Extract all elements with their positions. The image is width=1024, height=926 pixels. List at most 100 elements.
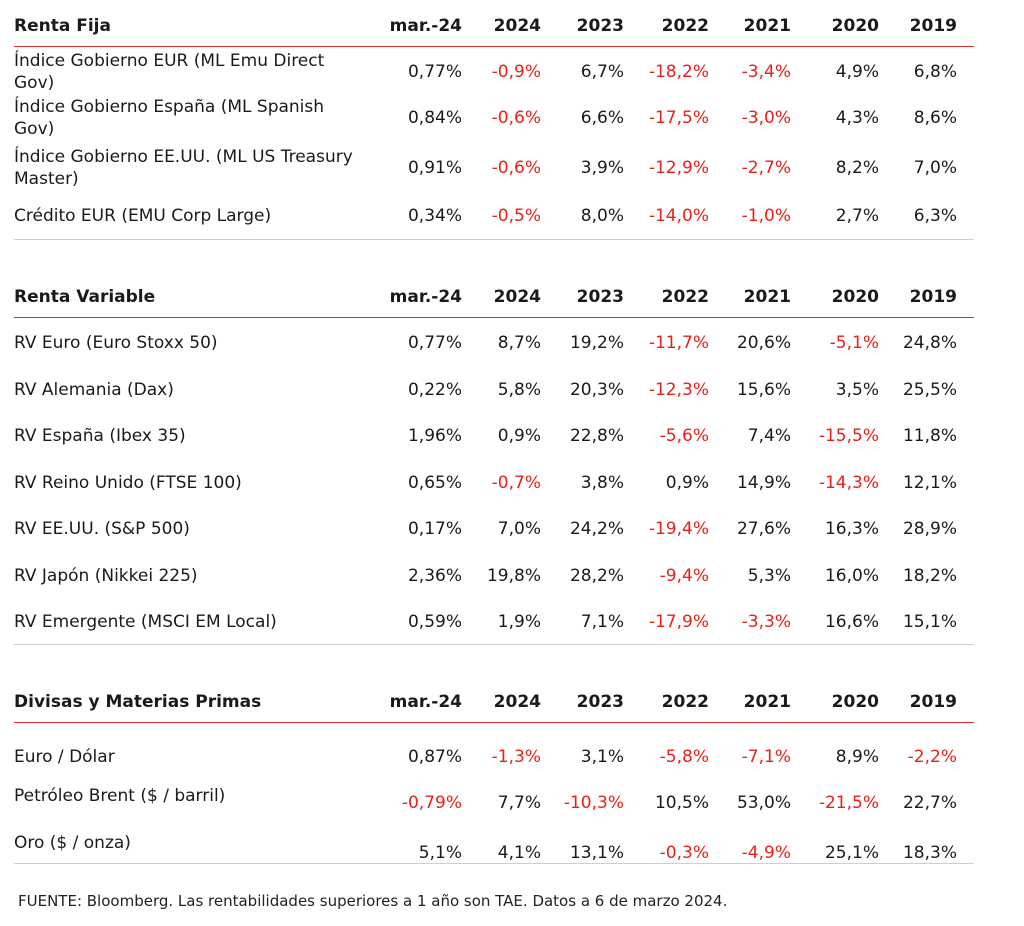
column-header: 2022 xyxy=(661,692,709,712)
return-value: 0,34% xyxy=(407,206,462,226)
row-label: RV EE.UU. (S&P 500) xyxy=(14,519,190,539)
return-value: 3,8% xyxy=(580,473,624,493)
return-value: -0,79% xyxy=(401,793,462,813)
return-value: -2,2% xyxy=(907,747,957,767)
table-row: RV Euro (Euro Stoxx 50) 0,77% 8,7% 19,2% -11… xyxy=(14,323,974,363)
column-header: mar.-24 xyxy=(389,287,462,307)
return-value: 15,1% xyxy=(902,612,957,632)
column-header: mar.-24 xyxy=(389,692,462,712)
return-value: 7,4% xyxy=(747,426,791,446)
return-value: 22,7% xyxy=(902,793,957,813)
return-value: -17,9% xyxy=(648,612,709,632)
return-value: 0,77% xyxy=(407,62,462,82)
return-value: 4,1% xyxy=(497,843,541,863)
table-row: RV Reino Unido (FTSE 100) 0,65% -0,7% 3,8% 0… xyxy=(14,463,974,503)
return-value: -1,3% xyxy=(491,747,541,767)
return-value: 8,9% xyxy=(835,747,879,767)
return-value: 6,6% xyxy=(580,108,624,128)
row-label: RV Euro (Euro Stoxx 50) xyxy=(14,333,218,353)
row-label: Euro / Dólar xyxy=(14,747,115,767)
section-title: Renta Variable xyxy=(14,287,156,307)
return-value: 16,0% xyxy=(824,566,879,586)
column-header: 2023 xyxy=(576,692,624,712)
return-value: 27,6% xyxy=(736,519,791,539)
return-value: 24,2% xyxy=(569,519,624,539)
return-value: -14,3% xyxy=(818,473,879,493)
return-value: -3,4% xyxy=(741,62,791,82)
section-bottom-rule xyxy=(14,239,974,240)
return-value: -3,0% xyxy=(741,108,791,128)
return-value: 16,6% xyxy=(824,612,879,632)
column-header: 2021 xyxy=(743,692,791,712)
return-value: 10,5% xyxy=(654,793,709,813)
return-value: 28,9% xyxy=(902,519,957,539)
column-header: 2020 xyxy=(831,287,879,307)
return-value: 0,65% xyxy=(407,473,462,493)
return-value: 8,0% xyxy=(580,206,624,226)
column-header: 2019 xyxy=(909,16,957,36)
row-label: RV Japón (Nikkei 225) xyxy=(14,566,198,586)
return-value: 8,6% xyxy=(913,108,957,128)
source-footnote: FUENTE: Bloomberg. Las rentabilidades su… xyxy=(18,892,728,910)
return-value: -14,0% xyxy=(648,206,709,226)
return-value: 3,5% xyxy=(835,380,879,400)
return-value: 0,9% xyxy=(665,473,709,493)
return-value: 2,7% xyxy=(835,206,879,226)
return-value: 18,2% xyxy=(902,566,957,586)
return-value: 20,6% xyxy=(736,333,791,353)
row-label: RV Emergente (MSCI EM Local) xyxy=(14,612,277,632)
row-label: Petróleo Brent ($ / barril) xyxy=(14,786,226,806)
return-value: -5,1% xyxy=(829,333,879,353)
return-value: 4,9% xyxy=(835,62,879,82)
column-header: 2020 xyxy=(831,16,879,36)
return-value: -19,4% xyxy=(648,519,709,539)
return-value: 13,1% xyxy=(569,843,624,863)
return-value: -0,6% xyxy=(491,158,541,178)
return-value: -21,5% xyxy=(818,793,879,813)
return-value: 6,7% xyxy=(580,62,624,82)
return-value: -17,5% xyxy=(648,108,709,128)
column-header: 2019 xyxy=(909,287,957,307)
return-value: 12,1% xyxy=(902,473,957,493)
section-bottom-rule xyxy=(14,644,974,645)
column-header: 2024 xyxy=(493,692,541,712)
return-value: 4,3% xyxy=(835,108,879,128)
return-value: 1,9% xyxy=(497,612,541,632)
section-header-row: Renta Variable mar.-24 2024 2023 2022 2021 202… xyxy=(14,277,974,317)
table-row: RV EE.UU. (S&P 500) 0,17% 7,0% 24,2% -19,4% 2… xyxy=(14,509,974,549)
row-label: RV Reino Unido (FTSE 100) xyxy=(14,473,242,493)
return-value: -4,9% xyxy=(741,843,791,863)
column-header: 2023 xyxy=(576,16,624,36)
table-row: RV Emergente (MSCI EM Local) 0,59% 1,9% 7,1… xyxy=(14,602,974,642)
return-value: 15,6% xyxy=(736,380,791,400)
return-value: 24,8% xyxy=(902,333,957,353)
return-value: 0,87% xyxy=(407,747,462,767)
return-value: 7,7% xyxy=(497,793,541,813)
return-value: 0,91% xyxy=(407,158,462,178)
row-label: Índice Gobierno España (ML Spanish Gov) xyxy=(14,97,325,139)
return-value: 22,8% xyxy=(569,426,624,446)
return-value: -0,9% xyxy=(491,62,541,82)
return-value: 16,3% xyxy=(824,519,879,539)
header-rule xyxy=(14,317,974,318)
return-value: -0,5% xyxy=(491,206,541,226)
column-header: 2023 xyxy=(576,287,624,307)
column-header: 2020 xyxy=(831,692,879,712)
return-value: 25,1% xyxy=(824,843,879,863)
column-header: 2022 xyxy=(661,287,709,307)
return-value: 8,2% xyxy=(835,158,879,178)
column-header: 2021 xyxy=(743,287,791,307)
return-value: -2,7% xyxy=(741,158,791,178)
table-row: Oro ($ / onza) 5,1% 4,1% 13,1% -0,3% -4,9% 25,… xyxy=(14,823,974,863)
return-value: 14,9% xyxy=(736,473,791,493)
row-label: RV Alemania (Dax) xyxy=(14,380,174,400)
return-value: 20,3% xyxy=(569,380,624,400)
row-label: Oro ($ / onza) xyxy=(14,833,131,853)
section-header-row: Divisas y Materias Primas mar.-24 2024 2023… xyxy=(14,682,974,722)
return-value: 0,77% xyxy=(407,333,462,353)
table-row: RV España (Ibex 35) 1,96% 0,9% 22,8% -5,6% 7,… xyxy=(14,416,974,456)
return-value: -0,3% xyxy=(659,843,709,863)
return-value: -5,8% xyxy=(659,747,709,767)
table-row: Crédito EUR (EMU Corp Large) 0,34% -0,5% 8,… xyxy=(14,196,974,236)
column-header: 2024 xyxy=(493,287,541,307)
